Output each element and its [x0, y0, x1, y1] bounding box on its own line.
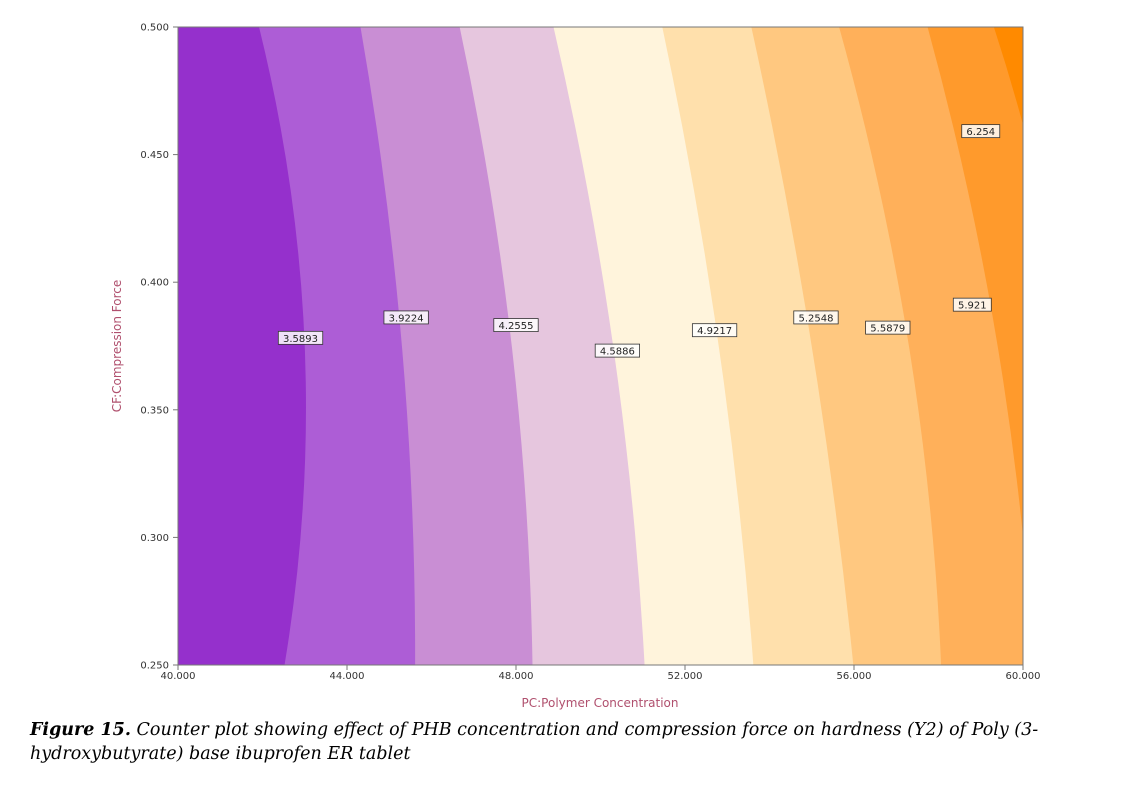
- contour-label-text: 4.5886: [600, 347, 635, 358]
- contour-label-text: 5.5879: [870, 324, 905, 335]
- contour-label-text: 5.921: [958, 301, 987, 312]
- contour-bands: [178, 27, 1023, 665]
- x-axis: 40.000 44.000 48.000 52.000 56.000 60.000: [161, 665, 1041, 682]
- contour-chart: 40.000 44.000 48.000 52.000 56.000 60.000 0.2…: [110, 23, 1041, 711]
- contour-label: 4.2555: [493, 318, 539, 332]
- contour-label: 5.5879: [865, 320, 911, 335]
- figure-caption-text: Counter plot showing effect of PHB conce…: [30, 720, 1039, 764]
- contour-label-text: 3.5893: [283, 334, 318, 345]
- contour-label-box: [277, 330, 324, 345]
- x-tick-label: 40.000: [161, 671, 196, 682]
- y-tick-label: 0.450: [140, 150, 169, 161]
- contour-label-box: [793, 310, 839, 325]
- contour-label-text: 3.9224: [389, 313, 424, 324]
- contour-label-box: [691, 323, 738, 338]
- contour-label-box: [961, 124, 1001, 139]
- contour-label-text: 4.2555: [499, 321, 534, 332]
- figure-label: Figure 15.: [30, 720, 131, 740]
- contour-label-box: [383, 310, 429, 325]
- y-axis-title: CF:Compression Force: [110, 280, 124, 413]
- contour-label-box: [493, 318, 539, 332]
- contour-label-box: [952, 297, 992, 312]
- contour-band: [993, 27, 1023, 125]
- x-tick-label: 56.000: [837, 671, 872, 682]
- contour-label-box: [865, 320, 911, 335]
- contour-label: 4.5886: [594, 343, 641, 358]
- contour-label-text: 4.9217: [697, 326, 732, 337]
- x-axis-title: PC:Polymer Concentration: [522, 696, 679, 710]
- x-tick-label: 60.000: [1006, 671, 1041, 682]
- contour-label-text: 5.2548: [798, 313, 833, 324]
- contour-band: [927, 27, 1023, 537]
- y-tick-label: 0.500: [140, 23, 169, 34]
- contour-label: 4.9217: [691, 323, 738, 338]
- contour-label: 3.5893: [277, 330, 324, 345]
- contour-label-box: [594, 343, 641, 358]
- contour-label-text: 6.254: [966, 127, 995, 138]
- contour-label: 5.921: [952, 297, 992, 312]
- y-tick-label: 0.250: [140, 661, 169, 672]
- y-tick-label: 0.300: [140, 533, 169, 544]
- contour-label: 6.254: [961, 124, 1001, 139]
- x-tick-label: 48.000: [499, 671, 534, 682]
- contour-labels: 3.5893 3.9224 4.2555 4.5886 4.9217 5.2548 5.58…: [277, 124, 1001, 358]
- y-tick-label: 0.350: [140, 405, 169, 416]
- y-axis: 0.250 0.300 0.350 0.400 0.450 0.500: [140, 23, 178, 672]
- x-tick-label: 52.000: [668, 671, 703, 682]
- y-tick-label: 0.400: [140, 278, 169, 289]
- figure-caption: Figure 15. Counter plot showing effect o…: [30, 718, 1110, 766]
- contour-label: 3.9224: [383, 310, 429, 325]
- plot-frame: [177, 26, 1024, 666]
- contour-label: 5.2548: [793, 310, 839, 325]
- x-tick-label: 44.000: [330, 671, 365, 682]
